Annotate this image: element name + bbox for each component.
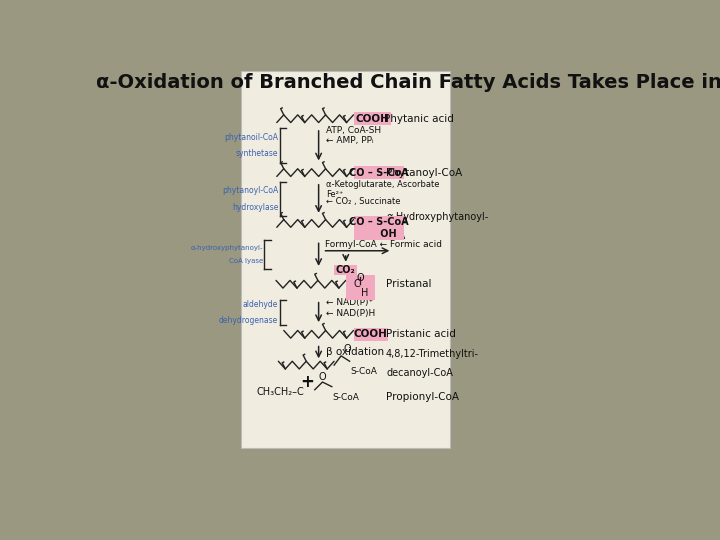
- Bar: [354, 328, 387, 341]
- Text: COOH: COOH: [354, 329, 387, 339]
- Text: +: +: [300, 373, 314, 391]
- Bar: [334, 265, 357, 275]
- Text: dehydrogenase: dehydrogenase: [219, 316, 279, 325]
- Text: Fe²⁺: Fe²⁺: [326, 190, 343, 199]
- Text: CO₂: CO₂: [336, 265, 356, 275]
- Text: ← AMP, PPᵢ: ← AMP, PPᵢ: [326, 136, 374, 145]
- Text: β oxidation: β oxidation: [326, 347, 384, 357]
- Text: Pristanal: Pristanal: [386, 279, 431, 289]
- Text: Phytanic acid: Phytanic acid: [384, 114, 454, 124]
- Text: ← NAD(P)H: ← NAD(P)H: [326, 309, 376, 318]
- Text: CH₃CH₂–C: CH₃CH₂–C: [256, 387, 305, 397]
- Text: α-hydroxyphytanoyl-: α-hydroxyphytanoyl-: [190, 245, 263, 251]
- Text: C: C: [354, 279, 360, 289]
- Text: ATP, CoA-SH: ATP, CoA-SH: [326, 126, 382, 136]
- Text: CO – S-CoA
      OH: CO – S-CoA OH: [349, 217, 408, 239]
- Text: phytanoyl-CoA: phytanoyl-CoA: [222, 186, 279, 195]
- Text: CoA: CoA: [386, 231, 405, 241]
- Bar: [354, 112, 391, 125]
- Bar: [354, 217, 404, 240]
- Text: CoA lyase: CoA lyase: [228, 259, 263, 265]
- Text: S-CoA: S-CoA: [333, 393, 359, 402]
- Bar: [346, 275, 375, 300]
- Text: ← CO₂ , Succinate: ← CO₂ , Succinate: [326, 197, 401, 206]
- Text: H: H: [361, 288, 369, 299]
- Text: synthetase: synthetase: [236, 150, 279, 159]
- Text: α-Oxidation of Branched Chain Fatty Acids Takes Place in Peroxisomes: α-Oxidation of Branched Chain Fatty Acid…: [96, 72, 720, 91]
- Text: O: O: [343, 343, 351, 354]
- Text: Phytanoyl-CoA: Phytanoyl-CoA: [386, 167, 462, 178]
- Text: α-Hydroxyphytanoyl-: α-Hydroxyphytanoyl-: [386, 212, 488, 222]
- Text: O: O: [319, 372, 326, 382]
- Bar: [241, 71, 451, 448]
- Text: Propionyl-CoA: Propionyl-CoA: [386, 393, 459, 402]
- Text: S-CoA: S-CoA: [351, 367, 377, 376]
- Text: 4,8,12-Trimethyltri-: 4,8,12-Trimethyltri-: [386, 349, 479, 359]
- Text: phytanoil-CoA: phytanoil-CoA: [225, 133, 279, 142]
- Bar: [354, 166, 404, 179]
- Text: ← NAD(P)⁺: ← NAD(P)⁺: [326, 298, 374, 307]
- Text: CO – S-CoA: CO – S-CoA: [349, 167, 408, 178]
- Text: aldehyde: aldehyde: [243, 300, 279, 308]
- Text: COOH: COOH: [355, 114, 389, 124]
- Text: α-Ketoglutarate, Ascorbate: α-Ketoglutarate, Ascorbate: [326, 180, 440, 190]
- Text: decanoyl-CoA: decanoyl-CoA: [386, 368, 453, 378]
- Text: hydroxylase: hydroxylase: [232, 202, 279, 212]
- Text: O: O: [356, 273, 364, 284]
- Text: Pristanic acid: Pristanic acid: [386, 329, 456, 339]
- Text: Formyl-CoA ← Formic acid: Formyl-CoA ← Formic acid: [325, 240, 442, 249]
